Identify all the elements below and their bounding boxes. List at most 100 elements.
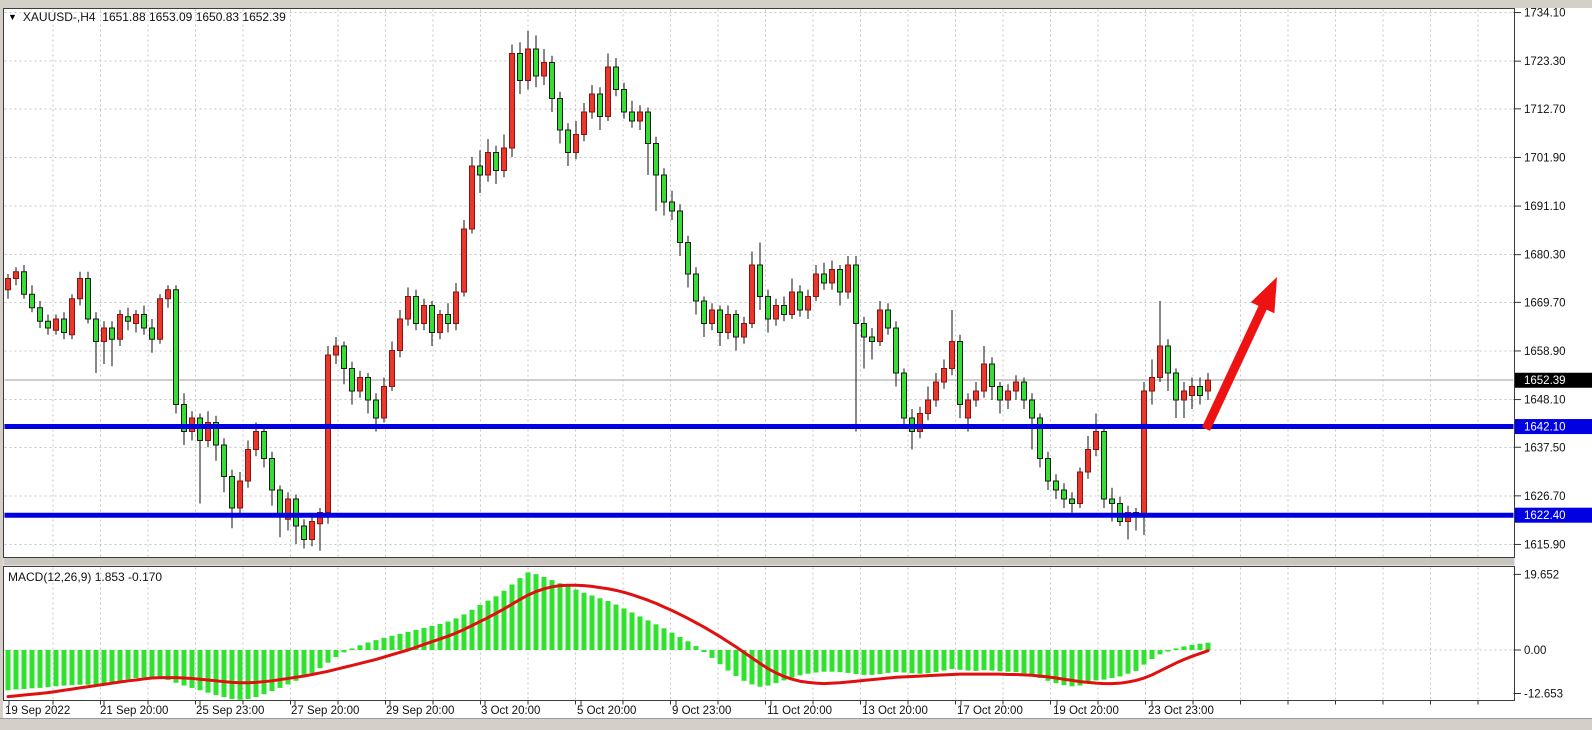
candle-body bbox=[437, 314, 443, 333]
macd-bar bbox=[245, 650, 251, 699]
candle-body bbox=[653, 143, 659, 176]
candle-body bbox=[565, 129, 571, 153]
candle-body bbox=[821, 273, 827, 284]
candle-body bbox=[861, 323, 867, 338]
candle-body bbox=[293, 498, 299, 527]
candle-body bbox=[1141, 390, 1147, 518]
macd-bar bbox=[437, 623, 443, 650]
macd-bar bbox=[509, 584, 515, 650]
candle-body bbox=[733, 314, 739, 338]
candle-body bbox=[957, 341, 963, 405]
candle-body bbox=[757, 264, 763, 297]
candle-body bbox=[301, 525, 307, 540]
macd-bar bbox=[69, 650, 75, 686]
candle-body bbox=[933, 381, 939, 401]
candle-body bbox=[157, 298, 163, 340]
candle-body bbox=[453, 291, 459, 324]
macd-bar bbox=[973, 650, 979, 671]
candle-body bbox=[325, 354, 331, 513]
macd-bar bbox=[637, 616, 643, 650]
candle-body bbox=[573, 134, 579, 153]
price-axis: 1734.10 1723.30 1712.70 1701.90 1691.10 1680.… bbox=[1513, 8, 1592, 551]
price-badge bbox=[1515, 372, 1592, 388]
macd-bar bbox=[797, 650, 803, 676]
candle-body bbox=[517, 53, 523, 81]
candle-body bbox=[645, 111, 651, 144]
macd-bar bbox=[389, 635, 395, 650]
candle-body bbox=[1053, 480, 1059, 491]
macd-bar bbox=[597, 598, 603, 650]
candle-body bbox=[357, 377, 363, 392]
candle-body bbox=[413, 296, 419, 324]
candle-body bbox=[309, 521, 315, 540]
candle-body bbox=[1005, 390, 1011, 401]
macd-bar bbox=[741, 650, 747, 681]
macd-bar bbox=[333, 650, 339, 658]
candle-body bbox=[981, 363, 987, 392]
macd-bar bbox=[1077, 650, 1083, 686]
macd-bar bbox=[237, 650, 243, 700]
candle-body bbox=[765, 296, 771, 320]
chart-dropdown-icon[interactable]: ▼ bbox=[8, 12, 17, 22]
macd-bar bbox=[565, 586, 571, 650]
candle-body bbox=[469, 165, 475, 230]
macd-bar bbox=[501, 590, 507, 650]
candle-body bbox=[629, 111, 635, 122]
price-label: 1669.70 bbox=[1524, 297, 1566, 309]
macd-bar bbox=[709, 650, 715, 658]
candle-body bbox=[1077, 471, 1083, 504]
macd-bar bbox=[749, 650, 755, 685]
pane-separator[interactable] bbox=[3, 558, 1515, 566]
macd-bar bbox=[1157, 650, 1163, 655]
time-label: 29 Sep 20:00 bbox=[386, 705, 454, 717]
macd-bar bbox=[61, 650, 67, 686]
candle-body bbox=[805, 296, 811, 311]
macd-bar bbox=[1189, 644, 1195, 650]
macd-bar bbox=[581, 592, 587, 650]
candle-body bbox=[53, 318, 59, 331]
arrow-head[interactable] bbox=[1250, 277, 1277, 314]
candle-body bbox=[1157, 345, 1163, 378]
macd-bar bbox=[957, 650, 963, 670]
macd-bar bbox=[413, 629, 419, 650]
macd-axis-label: 19.652 bbox=[1524, 569, 1559, 581]
price-label: 1637.50 bbox=[1524, 442, 1566, 454]
macd-bar bbox=[1141, 650, 1147, 665]
candle-body bbox=[749, 264, 755, 324]
macd-bar bbox=[573, 589, 579, 650]
time-label: 5 Oct 20:00 bbox=[577, 705, 636, 717]
macd-bar bbox=[821, 650, 827, 672]
candle-body bbox=[797, 291, 803, 311]
macd-bar bbox=[1133, 650, 1139, 671]
macd-bar bbox=[341, 650, 347, 653]
macd-bar bbox=[101, 650, 107, 684]
candle-body bbox=[1197, 386, 1203, 396]
candle-body bbox=[485, 152, 491, 176]
arrow-shaft[interactable] bbox=[1201, 300, 1270, 431]
price-label: 1680.30 bbox=[1524, 250, 1566, 262]
candle-body bbox=[341, 345, 347, 369]
macd-bar bbox=[781, 650, 787, 681]
price-label: 1734.10 bbox=[1524, 8, 1566, 20]
price-badge bbox=[1515, 507, 1592, 523]
candle-body bbox=[477, 165, 483, 176]
time-label: 19 Oct 20:00 bbox=[1053, 705, 1119, 717]
candle-body bbox=[181, 404, 187, 432]
candle-body bbox=[37, 307, 43, 322]
macd-bar bbox=[405, 631, 411, 650]
macd-bar bbox=[149, 650, 155, 677]
time-label: 25 Sep 23:00 bbox=[196, 705, 264, 717]
candle-body bbox=[85, 278, 91, 320]
time-label: 27 Sep 20:00 bbox=[291, 705, 359, 717]
macd-bar bbox=[117, 650, 123, 681]
macd-bar bbox=[261, 650, 267, 695]
macd-bar bbox=[613, 604, 619, 650]
candle-body bbox=[725, 314, 731, 333]
macd-bar bbox=[877, 650, 883, 675]
candle-body bbox=[261, 431, 267, 459]
macd-bar bbox=[1013, 650, 1019, 673]
macd-bar bbox=[469, 609, 475, 650]
macd-bar bbox=[805, 650, 811, 674]
macd-bar bbox=[773, 650, 779, 684]
